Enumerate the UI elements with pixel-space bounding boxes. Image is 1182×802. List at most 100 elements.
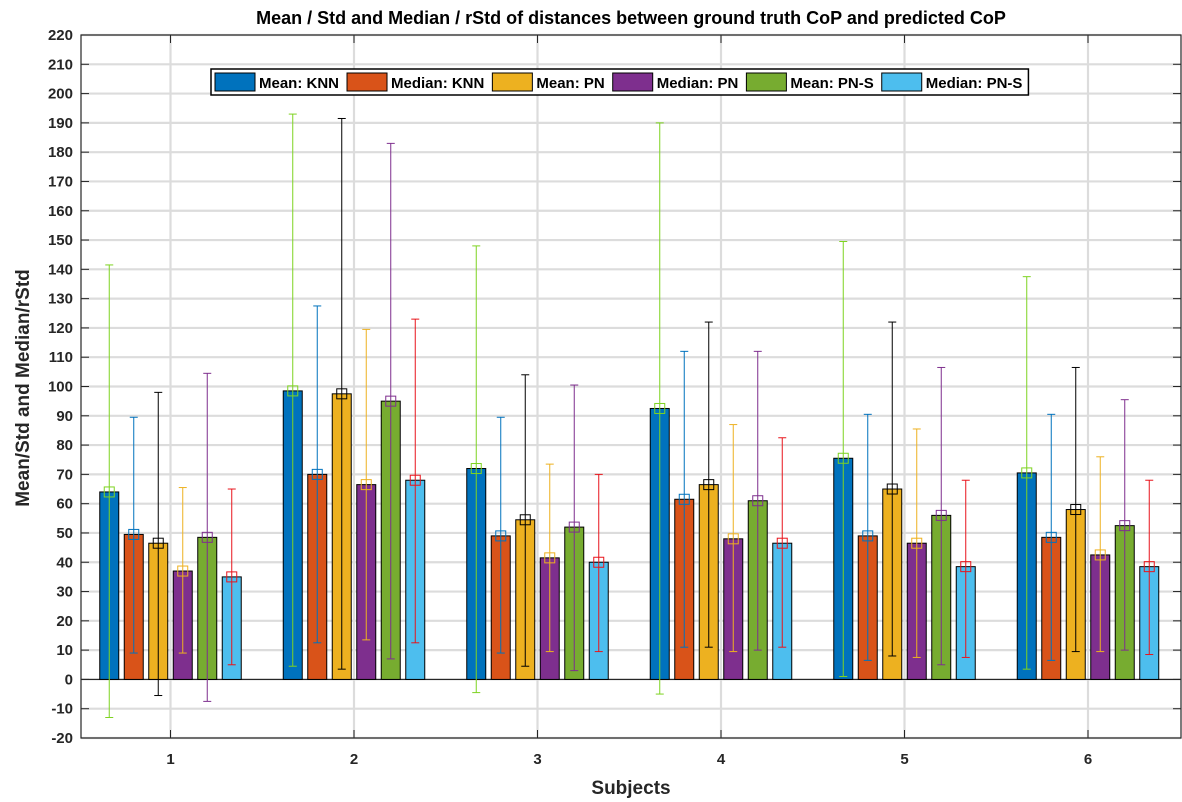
mean-marker [654,402,666,414]
y-tick-label: 70 [56,466,73,483]
error-bar [911,428,923,658]
mean-marker [544,552,556,564]
mean-marker [837,452,849,464]
error-bar [1045,413,1057,661]
error-bar [654,122,666,695]
error-bar [727,424,739,653]
x-axis-label: Subjects [591,778,670,799]
error-bar [311,305,323,644]
mean-marker [128,528,140,540]
y-tick-label: 110 [49,349,73,366]
error-bar [201,372,213,702]
mean-marker [385,395,397,407]
plot-area: -20 -10 0 10 20 30 40 50 60 70 80 90 100 110 120 130 140… [48,27,1182,768]
legend-label: Median: PN [657,75,739,92]
x-tick-label: 3 [533,751,541,768]
mean-marker [311,468,323,480]
mean-marker [519,514,531,526]
error-bar [960,479,972,658]
mean-marker [886,483,898,495]
y-tick-label: 50 [56,525,73,542]
mean-marker [727,533,739,545]
legend-swatch [491,72,533,92]
y-tick-label: 120 [48,320,73,337]
mean-marker [960,561,972,573]
error-bar [1119,399,1131,651]
y-tick-label: 180 [48,144,73,161]
x-tick-label: 2 [350,751,358,768]
mean-marker [935,509,947,521]
error-bar [678,350,690,648]
y-tick-label: 30 [56,584,73,601]
legend: Mean: KNN Median: KNN Mean: PN Median: PN Me… [210,68,1030,96]
y-tick-label: 200 [48,86,73,103]
y-tick-label: 80 [56,437,73,454]
legend-swatch [612,72,654,92]
mean-marker [593,556,605,568]
y-tick-label: 130 [48,291,73,308]
y-tick-label: 210 [48,56,73,73]
mean-marker [752,495,764,507]
mean-marker [1045,531,1057,543]
error-bar [568,384,580,672]
y-tick-label: 170 [48,173,73,190]
legend-label: Median: PN-S [926,75,1023,92]
error-bar [1094,456,1106,653]
error-bar [177,487,189,654]
error-bar [409,318,421,644]
error-bar [1021,276,1033,670]
error-bar [703,321,715,648]
mean-marker [1143,561,1155,573]
legend-swatch [346,72,388,92]
y-tick-label: 0 [65,671,73,688]
error-bar [287,113,299,667]
error-bar [886,321,898,657]
y-axis-ticks: -20 -10 0 10 20 30 40 50 60 70 80 90 100 110 120 130 140… [48,27,1181,747]
mean-marker [568,521,580,533]
mean-marker [409,474,421,486]
legend-label: Median: KNN [391,75,484,92]
x-axis-ticks: 1 2 3 4 5 6 [166,35,1092,768]
error-bar [593,473,605,653]
mean-marker [1094,549,1106,561]
error-bar [152,391,164,697]
mean-marker [470,463,482,475]
y-tick-label: 190 [48,115,73,132]
x-tick-label: 4 [717,751,726,768]
y-tick-label: 140 [48,261,73,278]
mean-marker [226,571,238,583]
mean-marker [703,479,715,491]
error-bar [837,241,849,677]
error-bar [128,416,140,654]
mean-marker [1070,504,1082,516]
x-tick-label: 5 [900,751,908,768]
error-bar [862,413,874,661]
y-tick-label: -20 [51,730,73,747]
y-tick-label: 90 [56,408,73,425]
error-bar [226,488,238,666]
error-bar [776,437,788,648]
mean-marker [103,486,115,498]
error-bar [752,350,764,651]
error-bar [495,416,507,654]
error-bar [519,374,531,667]
legend-label: Mean: KNN [259,75,339,92]
error-bar [470,245,482,694]
mean-marker [152,537,164,549]
legend-swatch [881,72,923,92]
mean-marker [360,479,372,491]
mean-marker [201,531,213,543]
legend-label: Mean: PN [536,75,604,92]
y-tick-label: 20 [56,613,73,630]
mean-marker [862,530,874,542]
error-bar [385,142,397,660]
mean-marker [678,493,690,505]
error-bar [1143,479,1155,656]
y-tick-label: 100 [48,379,73,396]
error-bar [935,366,947,666]
mean-marker [336,388,348,400]
y-tick-label: 150 [48,232,73,249]
legend-swatch [214,72,256,92]
legend-items: Mean: KNN Median: KNN Mean: PN Median: PN Me… [214,72,1023,92]
